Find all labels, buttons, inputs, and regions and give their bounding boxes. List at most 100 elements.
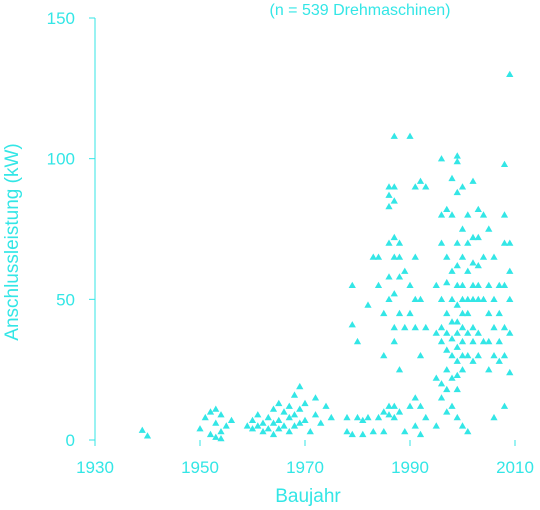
data-point [395,273,404,280]
data-point [390,290,398,297]
data-point [296,419,304,426]
data-point [437,295,446,302]
data-point [469,281,477,288]
data-point [395,366,404,373]
data-point [212,405,220,412]
data-point [464,211,472,218]
data-point [390,233,398,241]
data-point [506,295,514,302]
data-point [406,132,414,139]
data-point [453,239,461,246]
data-point [443,309,451,317]
data-point [285,428,293,435]
data-point [390,132,398,139]
data-point [506,329,514,336]
data-point [458,225,467,232]
data-point [437,380,446,387]
data-point [474,329,482,336]
data-point [490,253,498,260]
data-point [422,413,430,421]
data-point [364,413,372,421]
data-point [395,408,404,415]
data-point [248,416,257,423]
y-tick-label: 50 [56,290,75,309]
data-point [227,416,236,423]
data-point [254,422,262,429]
data-point [479,295,488,302]
data-point [406,402,414,409]
data-point [453,413,461,421]
x-tick-label: 1990 [391,458,429,477]
data-point [217,428,225,435]
data-point [385,191,393,198]
data-point [201,413,209,421]
data-point [385,273,393,280]
data-point [296,405,304,412]
data-point [285,413,293,421]
data-point [206,430,215,438]
data-point [416,352,425,359]
data-point [437,323,446,331]
data-point [401,267,409,274]
data-point [448,374,456,381]
data-point [485,225,493,232]
data-point [453,152,461,159]
data-point [143,432,152,439]
data-point [453,371,461,378]
data-point [448,295,456,302]
data-point [474,205,482,212]
data-point [469,177,477,184]
data-points [138,70,514,442]
data-point [437,155,446,162]
data-point [458,422,467,429]
data-point [458,366,467,373]
data-point [432,374,440,381]
data-point [348,281,356,288]
y-tick-label: 150 [47,9,75,28]
data-point [212,419,220,426]
data-point [395,253,404,260]
data-point [448,267,456,274]
data-point [395,309,404,317]
data-point [474,352,482,359]
data-point [474,262,482,269]
data-point [495,357,503,364]
data-point [390,197,398,204]
data-point [217,411,225,418]
data-point [248,425,257,432]
data-point [485,366,493,373]
data-point [380,408,388,415]
data-point [380,352,388,359]
data-point [296,382,304,390]
data-point [490,295,498,302]
data-point [506,239,514,246]
data-point [390,253,398,260]
data-point [458,352,467,359]
data-point [411,394,419,401]
data-point [411,253,419,260]
data-point [206,408,215,415]
data-point [348,430,356,438]
data-point [448,335,456,342]
data-point [448,402,456,409]
data-point [416,177,425,184]
data-point [380,309,388,317]
data-point [243,422,251,429]
data-point [458,337,467,345]
data-point [401,323,409,331]
data-point [353,413,362,421]
data-point [390,413,398,421]
data-point [500,323,509,331]
data-point [437,211,446,218]
data-point [390,183,398,190]
data-point [275,416,283,423]
data-point [411,422,419,429]
data-point [469,357,477,364]
data-point [453,188,461,196]
data-point [453,329,461,336]
data-point [464,352,472,359]
data-point [269,430,278,438]
data-point [369,253,377,260]
data-point [443,408,451,415]
data-point [495,337,503,345]
